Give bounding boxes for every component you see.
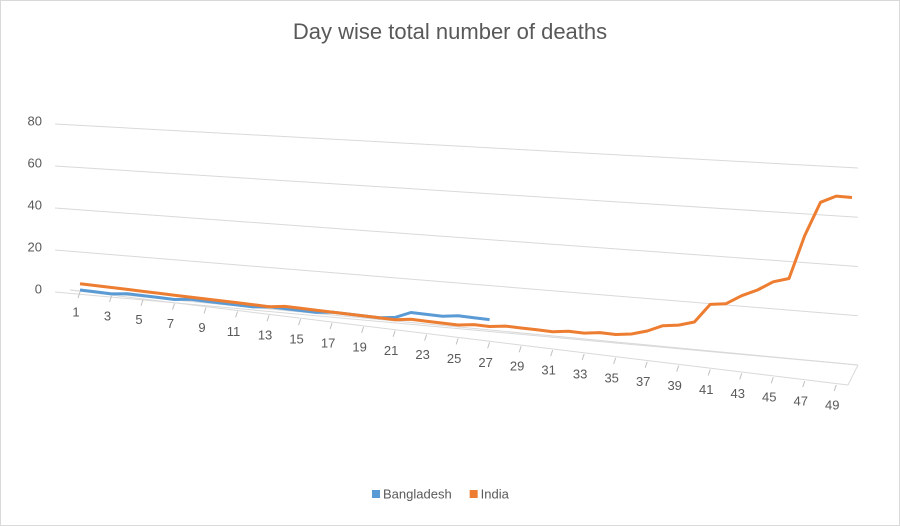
x-tick	[392, 330, 396, 337]
x-tick-label: 11	[227, 324, 241, 339]
x-tick-label: 3	[104, 308, 111, 323]
x-tick-label: 17	[321, 335, 335, 350]
x-tick-label: 45	[762, 390, 776, 405]
x-tick-label: 1	[72, 304, 79, 319]
x-tick	[235, 311, 239, 318]
series-line	[79, 288, 490, 322]
x-tick-label: 43	[730, 386, 744, 401]
x-tick	[518, 346, 522, 353]
x-tick	[424, 334, 428, 341]
x-tick-label: 7	[167, 316, 174, 331]
x-tick	[613, 357, 617, 365]
x-tick-label: 31	[541, 363, 555, 378]
x-tick	[707, 369, 711, 376]
x-tick-label: 15	[289, 332, 303, 347]
x-tick	[455, 338, 459, 345]
y-tick-label: 20	[28, 239, 42, 254]
grid-line	[54, 207, 859, 267]
y-tick-label: 0	[35, 281, 42, 296]
x-tick-label: 33	[573, 366, 587, 381]
y-tick-label: 40	[28, 197, 42, 212]
legend-swatch	[372, 490, 380, 498]
legend-swatch	[469, 490, 478, 498]
x-tick-label: 27	[478, 355, 492, 370]
x-tick	[140, 299, 144, 306]
x-tick-label: 39	[667, 378, 681, 393]
x-tick-label: 25	[447, 351, 461, 366]
x-tick	[329, 322, 333, 330]
x-tick	[739, 373, 743, 380]
x-tick	[203, 307, 207, 314]
x-tick	[644, 361, 648, 368]
x-tick-label: 9	[198, 320, 205, 335]
x-tick-label: 19	[352, 339, 366, 354]
x-tick-label: 37	[636, 374, 650, 389]
chart-title: Day wise total number of deaths	[293, 19, 607, 44]
x-tick	[77, 291, 81, 299]
x-tick-label: 23	[415, 347, 429, 362]
x-tick	[676, 365, 680, 372]
x-tick-label: 13	[258, 328, 272, 343]
x-tick	[770, 377, 774, 384]
floor-back-edge	[69, 289, 859, 366]
x-tick	[361, 326, 365, 334]
x-tick	[109, 295, 112, 303]
x-tick-label: 49	[825, 397, 839, 412]
x-tick	[298, 318, 302, 326]
x-tick	[833, 384, 837, 392]
floor-side-edge	[847, 364, 859, 386]
legend-label: India	[481, 486, 510, 501]
x-tick-label: 35	[604, 370, 618, 385]
y-tick-label: 60	[28, 155, 42, 170]
x-tick-label: 41	[699, 382, 713, 397]
x-tick	[487, 342, 491, 349]
legend-label: Bangladesh	[383, 486, 452, 501]
x-tick	[172, 303, 176, 310]
x-tick	[581, 353, 585, 361]
x-tick-label: 5	[135, 312, 142, 327]
x-tick-label: 47	[794, 394, 808, 409]
y-tick-label: 80	[28, 113, 42, 128]
x-tick	[550, 349, 554, 357]
series-line	[79, 194, 853, 336]
grid-line	[54, 291, 859, 366]
grid-line	[54, 165, 859, 218]
x-tick	[266, 315, 270, 322]
floor-front-edge	[69, 289, 849, 386]
x-tick-label: 21	[384, 343, 398, 358]
x-tick	[802, 380, 806, 388]
x-tick-label: 29	[510, 359, 524, 374]
grid-line	[54, 123, 859, 169]
